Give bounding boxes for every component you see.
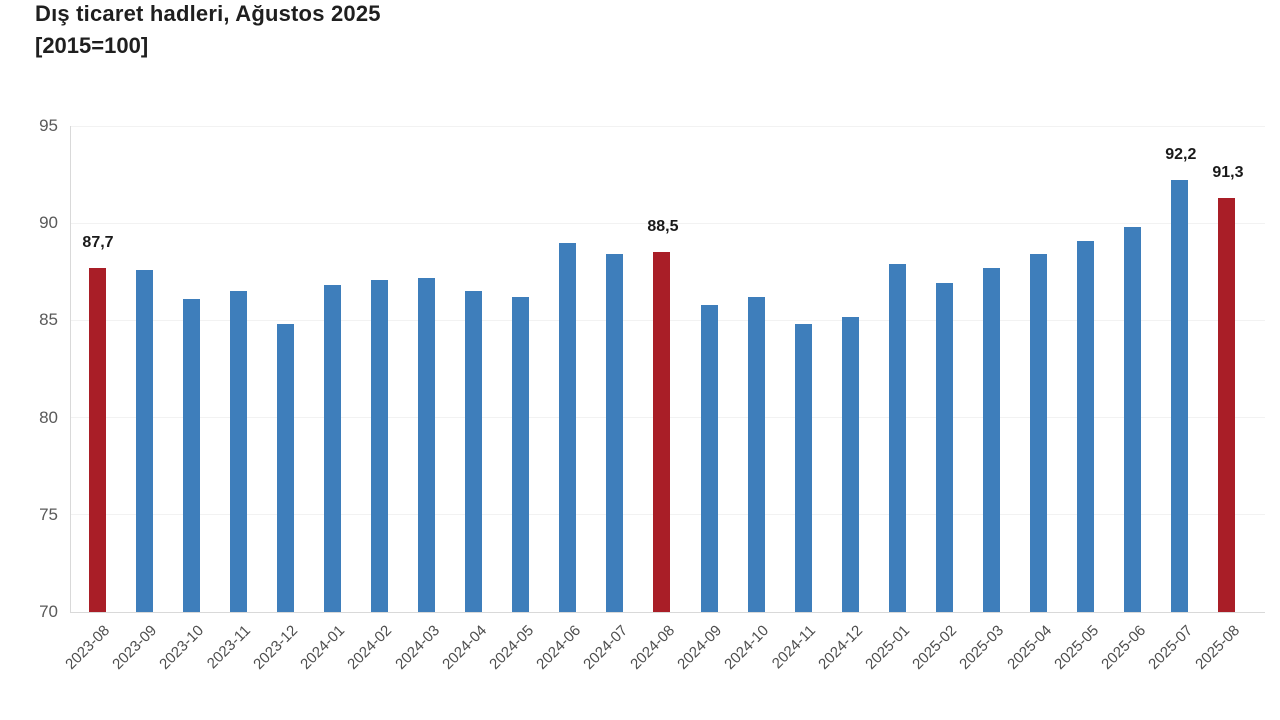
y-axis-tick-label-80: 80 bbox=[39, 407, 58, 427]
x-axis-tick-label-2024-10: 2024-10 bbox=[721, 622, 773, 673]
x-axis-tick-label-2025-01: 2025-01 bbox=[862, 622, 914, 673]
bar-2024-05 bbox=[512, 297, 530, 612]
y-axis-tick-label-70: 70 bbox=[39, 602, 58, 621]
gridline-90 bbox=[70, 222, 1265, 224]
bar-2024-07 bbox=[606, 254, 624, 612]
y-axis-line bbox=[70, 126, 71, 612]
bar-value-label-2025-07: 92,2 bbox=[1165, 146, 1197, 164]
bar-2023-12 bbox=[276, 324, 294, 612]
x-axis-tick-label-2025-02: 2025-02 bbox=[909, 622, 961, 673]
bar-2023-10 bbox=[182, 299, 200, 612]
bar-2024-02 bbox=[370, 279, 388, 612]
chart-title: Dış ticaret hadleri, Ağustos 2025 bbox=[35, 1, 381, 26]
bar-2025-02 bbox=[935, 283, 953, 612]
bar-2025-08 bbox=[1218, 197, 1236, 612]
gridline-95 bbox=[70, 125, 1265, 127]
chart-subtitle: [2015=100] bbox=[35, 33, 149, 58]
bar-value-label-2023-08: 87,7 bbox=[82, 233, 114, 251]
x-axis-tick-label-2023-12: 2023-12 bbox=[250, 622, 302, 673]
x-axis-tick-label-2024-07: 2024-07 bbox=[579, 622, 631, 673]
bar-2024-08 bbox=[653, 252, 671, 612]
x-axis-tick-label-2024-04: 2024-04 bbox=[438, 622, 490, 673]
x-axis-tick-label-2025-08: 2025-08 bbox=[1191, 622, 1243, 673]
x-axis-tick-label-2024-01: 2024-01 bbox=[297, 622, 349, 673]
bar-2024-12 bbox=[841, 316, 859, 612]
x-axis-tick-label-2024-09: 2024-09 bbox=[674, 622, 726, 673]
bar-2023-08 bbox=[88, 267, 106, 612]
bar-value-label-2025-08: 91,3 bbox=[1212, 163, 1244, 181]
bar-2023-09 bbox=[135, 269, 153, 612]
y-axis-tick-label-90: 90 bbox=[39, 213, 58, 233]
bar-2024-09 bbox=[700, 304, 718, 612]
bar-2025-05 bbox=[1077, 240, 1095, 612]
bar-2024-04 bbox=[465, 291, 483, 612]
bar-2025-03 bbox=[983, 267, 1001, 612]
x-axis-tick-label-2024-12: 2024-12 bbox=[815, 622, 867, 673]
x-axis-tick-label-2025-03: 2025-03 bbox=[956, 622, 1008, 673]
bar-2023-11 bbox=[229, 291, 247, 612]
bar-2024-03 bbox=[418, 277, 436, 612]
x-axis-tick-label-2024-11: 2024-11 bbox=[769, 622, 820, 673]
bar-2024-10 bbox=[747, 297, 765, 612]
bar-2025-01 bbox=[888, 264, 906, 612]
x-axis-tick-label-2025-07: 2025-07 bbox=[1144, 622, 1196, 673]
bar-2025-06 bbox=[1124, 227, 1142, 612]
y-axis-tick-label-95: 95 bbox=[39, 116, 58, 135]
bar-2024-11 bbox=[794, 324, 812, 612]
x-axis-tick-label-2023-08: 2023-08 bbox=[62, 622, 114, 673]
x-axis-tick-label-2023-10: 2023-10 bbox=[156, 622, 208, 673]
y-axis-tick-label-85: 85 bbox=[39, 310, 58, 330]
x-axis-tick-label-2025-04: 2025-04 bbox=[1003, 622, 1055, 673]
x-axis-tick-label-2024-03: 2024-03 bbox=[391, 622, 443, 673]
bar-2024-01 bbox=[323, 285, 341, 612]
x-axis-tick-label-2023-11: 2023-11 bbox=[204, 622, 255, 673]
x-axis-tick-label-2025-05: 2025-05 bbox=[1050, 622, 1102, 673]
bar-value-label-2024-08: 88,5 bbox=[647, 218, 679, 236]
x-axis-tick-label-2024-08: 2024-08 bbox=[627, 622, 678, 673]
x-axis-tick-label-2024-05: 2024-05 bbox=[485, 622, 537, 673]
x-axis-tick-label-2024-02: 2024-02 bbox=[344, 622, 396, 673]
bar-2024-06 bbox=[559, 242, 577, 612]
bar-2025-07 bbox=[1171, 180, 1189, 612]
bar-2025-04 bbox=[1030, 254, 1048, 612]
x-axis-line bbox=[70, 612, 1265, 613]
x-axis-tick-label-2024-06: 2024-06 bbox=[532, 622, 584, 673]
x-axis-tick-label-2023-09: 2023-09 bbox=[109, 622, 161, 673]
x-axis-tick-label-2025-06: 2025-06 bbox=[1097, 622, 1149, 673]
y-axis-tick-label-75: 75 bbox=[39, 504, 58, 524]
